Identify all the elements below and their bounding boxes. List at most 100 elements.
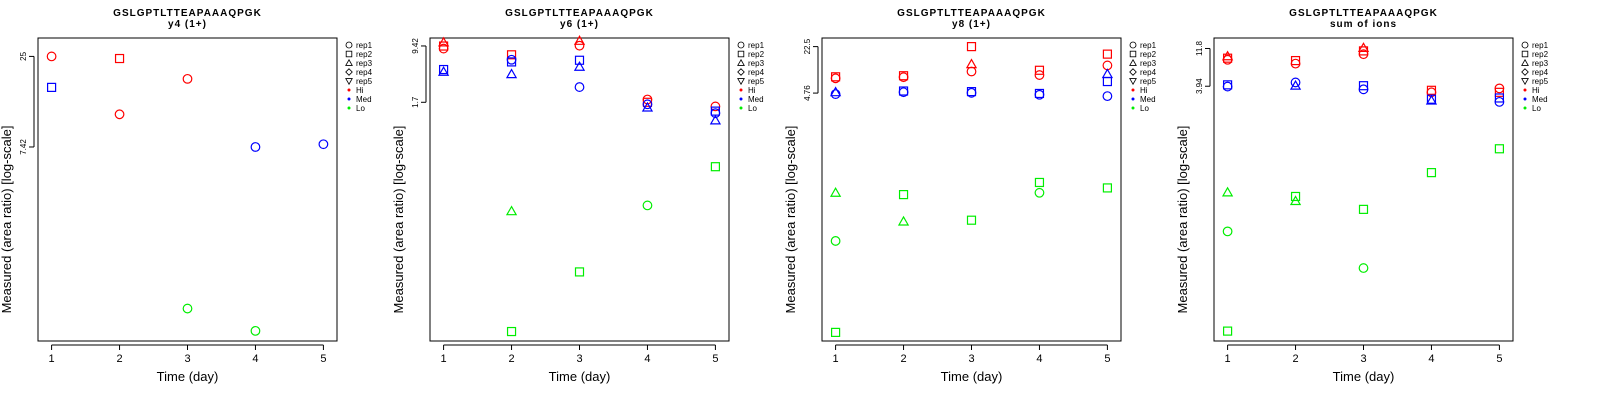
data-point bbox=[1034, 89, 1045, 100]
x-tick-label: 5 bbox=[712, 353, 718, 365]
triangle-down-icon bbox=[345, 78, 353, 86]
legend-label: Lo bbox=[1140, 104, 1149, 113]
data-point bbox=[182, 73, 193, 84]
y-tick-label: 3.94 bbox=[1195, 78, 1204, 94]
data-point bbox=[830, 236, 841, 246]
diamond-icon bbox=[737, 68, 745, 76]
data-point bbox=[710, 101, 721, 112]
legend-label: rep2 bbox=[1140, 50, 1157, 59]
data-point bbox=[437, 65, 450, 76]
chart-title: GSLGPTLTTEAPAAAQPGK bbox=[505, 8, 654, 19]
x-tick-label: 3 bbox=[1360, 353, 1366, 365]
x-tick-label: 4 bbox=[1428, 353, 1434, 365]
legend-label: Hi bbox=[1532, 86, 1540, 95]
legend-label: rep2 bbox=[748, 50, 765, 59]
plot-frame bbox=[1213, 37, 1514, 342]
data-point bbox=[710, 162, 721, 172]
data-point bbox=[898, 87, 909, 98]
x-tick-label: 5 bbox=[1496, 353, 1502, 365]
data-point bbox=[438, 43, 449, 54]
y-tick-label: 1.7 bbox=[411, 96, 420, 108]
chart-title: GSLGPTLTTEAPAAAQPGK bbox=[897, 8, 1046, 19]
legend-label: rep4 bbox=[1532, 68, 1549, 77]
x-tick-label: 1 bbox=[1225, 353, 1231, 365]
legend-label: Hi bbox=[1140, 86, 1148, 95]
square-icon bbox=[737, 50, 745, 58]
x-tick-label: 4 bbox=[1036, 353, 1042, 365]
data-point bbox=[505, 205, 518, 216]
x-tick-label: 2 bbox=[900, 353, 906, 365]
triangle-up-icon bbox=[1521, 58, 1529, 66]
chart-subtitle: y8 (1+) bbox=[952, 19, 991, 30]
data-point bbox=[642, 200, 653, 211]
y-tick-label: 22.5 bbox=[803, 38, 812, 54]
data-point bbox=[1222, 54, 1233, 65]
legend-label: rep5 bbox=[1140, 77, 1157, 86]
legend-dot-lo bbox=[739, 106, 743, 110]
circle-icon bbox=[1521, 41, 1529, 49]
square-icon bbox=[1521, 50, 1529, 58]
data-point bbox=[1222, 326, 1233, 336]
data-point bbox=[1426, 168, 1437, 178]
data-point bbox=[574, 82, 585, 92]
data-point bbox=[1222, 226, 1233, 237]
y-axis-label: Measured (area ratio) [log-scale] bbox=[391, 126, 406, 314]
x-axis-label: Time (day) bbox=[941, 369, 1003, 384]
legend-label: rep3 bbox=[1140, 59, 1157, 68]
data-point bbox=[1290, 55, 1301, 66]
data-point bbox=[506, 57, 517, 67]
square-icon bbox=[1129, 50, 1137, 58]
x-tick-label: 3 bbox=[576, 353, 582, 365]
chart-title: GSLGPTLTTEAPAAAQPGK bbox=[113, 8, 262, 19]
data-point bbox=[318, 139, 329, 150]
legend-dot-hi bbox=[1131, 88, 1135, 92]
data-point bbox=[1494, 87, 1505, 97]
data-point bbox=[114, 109, 125, 120]
plot-frame bbox=[429, 37, 730, 342]
data-point bbox=[1494, 96, 1505, 107]
data-point bbox=[1425, 94, 1438, 105]
data-point bbox=[438, 64, 449, 75]
data-point bbox=[506, 50, 517, 60]
legend-label: Med bbox=[1140, 95, 1156, 104]
data-point bbox=[641, 101, 654, 112]
data-point bbox=[1494, 93, 1505, 103]
y-axis-label: Measured (area ratio) [log-scale] bbox=[1175, 126, 1190, 314]
data-point bbox=[182, 303, 193, 314]
diamond-icon bbox=[345, 68, 353, 76]
legend-dot-lo bbox=[1523, 106, 1527, 110]
y-tick-label: 4.76 bbox=[803, 85, 812, 101]
data-point bbox=[965, 58, 978, 69]
legend-dot-lo bbox=[1131, 106, 1135, 110]
legend-label: rep2 bbox=[1532, 50, 1549, 59]
legend-label: Med bbox=[748, 95, 764, 104]
x-tick-label: 4 bbox=[252, 353, 258, 365]
data-point bbox=[1289, 79, 1302, 90]
data-point bbox=[710, 108, 721, 119]
plot-frame bbox=[821, 37, 1122, 342]
x-tick-label: 1 bbox=[49, 353, 55, 365]
legend-label: rep5 bbox=[1532, 77, 1549, 86]
data-point bbox=[573, 60, 586, 71]
data-point bbox=[250, 325, 261, 336]
legend-label: rep1 bbox=[356, 41, 373, 50]
x-tick-label: 3 bbox=[184, 353, 190, 365]
data-point bbox=[1358, 81, 1369, 91]
data-point bbox=[966, 66, 977, 77]
data-point bbox=[46, 51, 57, 62]
data-point bbox=[1290, 58, 1301, 69]
data-point bbox=[1034, 177, 1045, 188]
data-point bbox=[897, 215, 910, 226]
legend-label: rep3 bbox=[1532, 59, 1549, 68]
legend-label: rep3 bbox=[748, 59, 765, 68]
chart-subtitle: y4 (1+) bbox=[168, 19, 207, 30]
data-point bbox=[966, 42, 977, 52]
triangle-down-icon bbox=[1129, 78, 1137, 86]
data-point bbox=[250, 142, 261, 152]
legend-label: Med bbox=[1532, 95, 1548, 104]
y-tick-label: 7.42 bbox=[19, 139, 28, 155]
x-tick-label: 3 bbox=[968, 353, 974, 365]
